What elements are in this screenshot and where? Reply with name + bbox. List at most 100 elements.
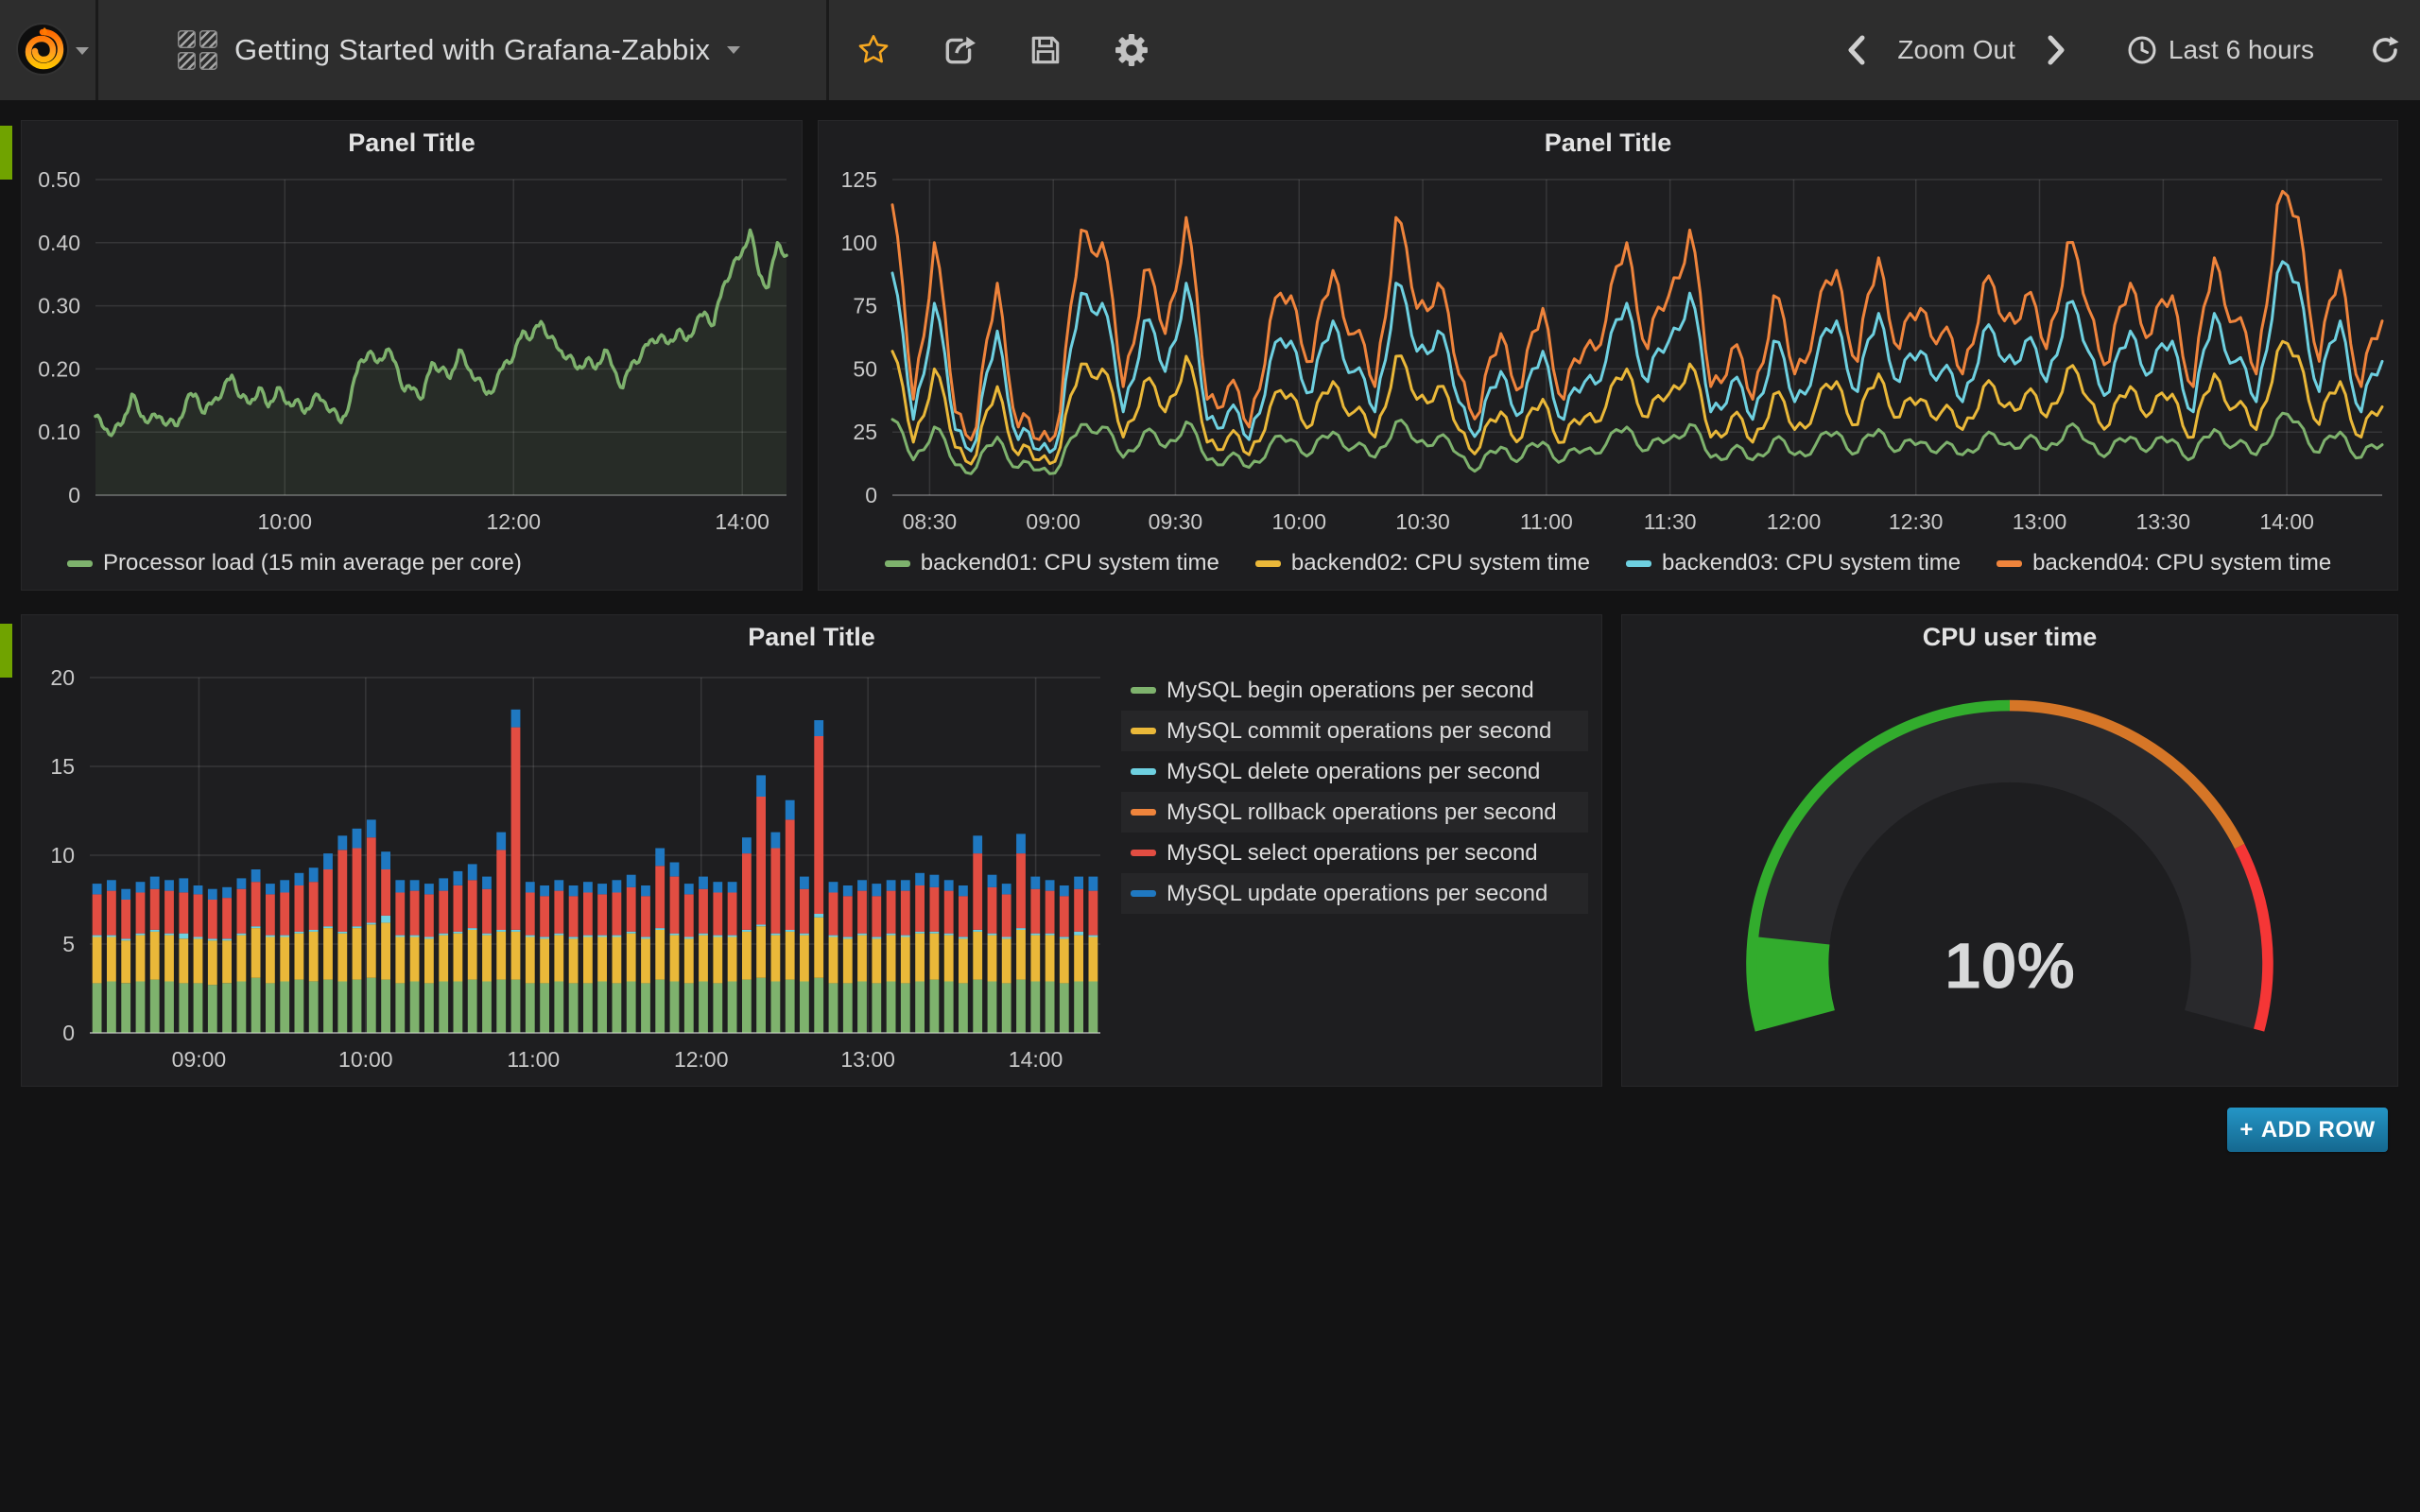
legend-item[interactable]: Processor load (15 min average per core) (67, 550, 522, 576)
svg-text:12:00: 12:00 (486, 509, 541, 534)
svg-text:11:30: 11:30 (1644, 509, 1697, 534)
svg-text:100: 100 (841, 231, 877, 255)
svg-text:20: 20 (50, 665, 75, 690)
svg-text:0.10: 0.10 (38, 420, 80, 444)
legend-item[interactable]: backend03: CPU system time (1626, 550, 1961, 576)
grafana-logo-icon (16, 23, 69, 76)
legend-item[interactable]: backend02: CPU system time (1254, 550, 1590, 576)
chevron-left-icon (1848, 35, 1865, 65)
legend-label: backend02: CPU system time (1290, 550, 1590, 576)
dashboard-title[interactable]: Getting Started with Grafana-Zabbix (234, 33, 711, 66)
settings-button[interactable] (1114, 32, 1150, 68)
dashboard-grid-icon (178, 30, 217, 70)
add-row-label: ADD ROW (2260, 1116, 2376, 1143)
row-handle[interactable] (0, 624, 12, 678)
legend-swatch-icon (1626, 559, 1651, 567)
legend-item[interactable]: MySQL update operations per second (1121, 873, 1588, 914)
legend-label: MySQL select operations per second (1167, 839, 1538, 866)
svg-text:5: 5 (62, 932, 75, 956)
legend-label: backend01: CPU system time (920, 550, 1219, 576)
chart-legend: Processor load (15 min average per core) (22, 542, 802, 584)
svg-text:0: 0 (62, 1021, 75, 1045)
chart-legend: MySQL begin operations per second MySQL c… (1121, 670, 1588, 914)
time-range-picker[interactable]: Last 6 hours (2127, 32, 2314, 68)
legend-item[interactable]: MySQL select operations per second (1121, 833, 1588, 873)
time-series-chart[interactable]: 0 25 50 75 100 125 08:30 09:00 09:30 10:00 10:30 11… (819, 164, 2397, 537)
legend-swatch-icon (1131, 768, 1156, 775)
top-navbar: Getting Started with Grafana-Zabbix (0, 0, 2420, 100)
panel-cpu-user-time-gauge: CPU user time 10% (1621, 614, 2398, 1087)
legend-label: backend04: CPU system time (2032, 550, 2332, 576)
svg-text:75: 75 (853, 294, 877, 318)
svg-text:10: 10 (50, 843, 75, 868)
svg-text:14:00: 14:00 (715, 509, 769, 534)
panel-title[interactable]: Panel Title (1544, 129, 1672, 157)
time-series-chart[interactable]: 0 0.10 0.20 0.30 0.40 0.50 10:00 12:00 14:00 (22, 164, 802, 537)
dashboard-picker[interactable]: Getting Started with Grafana-Zabbix (178, 0, 741, 100)
svg-text:125: 125 (841, 167, 877, 192)
share-button[interactable] (942, 32, 977, 68)
stacked-bar-chart[interactable]: 0 5 10 15 20 09:00 10:00 11:00 12:00 13:00 14:00 (22, 659, 1115, 1086)
zoom-out-button[interactable]: Zoom Out (1897, 35, 2015, 64)
save-button[interactable] (1028, 32, 1063, 68)
legend-label: MySQL rollback operations per second (1167, 799, 1557, 825)
svg-text:09:00: 09:00 (172, 1047, 227, 1072)
legend-label: backend03: CPU system time (1662, 550, 1962, 576)
time-controls: Zoom Out Last 6 hours (1839, 0, 2403, 100)
svg-text:12:30: 12:30 (1889, 509, 1944, 534)
svg-text:10:00: 10:00 (1271, 509, 1326, 534)
share-icon (945, 36, 976, 64)
grafana-menu-button[interactable] (0, 0, 98, 100)
legend-item[interactable]: MySQL commit operations per second (1121, 711, 1588, 751)
brand-caret-icon (76, 47, 89, 55)
svg-text:08:30: 08:30 (903, 509, 958, 534)
legend-swatch-icon (1131, 809, 1156, 816)
add-row-button[interactable]: + ADD ROW (2227, 1108, 2388, 1152)
panel-title[interactable]: Panel Title (348, 129, 475, 157)
svg-text:13:30: 13:30 (2136, 509, 2191, 534)
svg-text:12:00: 12:00 (1767, 509, 1822, 534)
time-range-label: Last 6 hours (2168, 35, 2314, 64)
svg-text:14:00: 14:00 (2259, 509, 2314, 534)
legend-swatch-icon (1254, 559, 1281, 567)
refresh-button[interactable] (2367, 32, 2403, 68)
legend-item[interactable]: MySQL rollback operations per second (1121, 792, 1588, 833)
panel-processor-load: Panel Title 0 0.10 0.20 0.30 0.40 0.50 10:00 12… (21, 120, 803, 591)
save-icon (1031, 36, 1060, 64)
panel-title[interactable]: Panel Title (748, 623, 875, 651)
svg-text:0.50: 0.50 (38, 167, 80, 192)
svg-text:09:00: 09:00 (1026, 509, 1080, 534)
svg-text:10:00: 10:00 (258, 509, 313, 534)
svg-text:12:00: 12:00 (674, 1047, 729, 1072)
time-shift-forward-button[interactable] (2038, 32, 2074, 68)
legend-label: MySQL update operations per second (1167, 880, 1548, 906)
plus-icon: + (2239, 1116, 2254, 1143)
svg-text:25: 25 (853, 420, 877, 444)
svg-text:0.40: 0.40 (38, 231, 80, 255)
time-shift-back-button[interactable] (1839, 32, 1875, 68)
legend-item[interactable]: backend04: CPU system time (1996, 550, 2331, 576)
panel-title[interactable]: CPU user time (1922, 623, 2098, 651)
svg-text:50: 50 (853, 356, 877, 381)
row-handle[interactable] (0, 126, 12, 180)
legend-swatch-icon (1131, 890, 1156, 897)
refresh-icon (2373, 36, 2399, 62)
legend-item[interactable]: MySQL begin operations per second (1121, 670, 1588, 711)
svg-text:10:30: 10:30 (1395, 509, 1450, 534)
star-icon (858, 35, 889, 63)
svg-text:10%: 10% (1945, 930, 2075, 1003)
dashboard-caret-icon (727, 46, 741, 54)
legend-swatch-icon (1996, 559, 2023, 567)
clock-icon (2128, 36, 2156, 64)
legend-item[interactable]: backend01: CPU system time (884, 550, 1219, 576)
legend-label: MySQL begin operations per second (1167, 677, 1534, 703)
legend-item[interactable]: MySQL delete operations per second (1121, 751, 1588, 792)
settings-gear-icon (1115, 34, 1148, 66)
gauge-chart[interactable]: 10% (1622, 657, 2397, 1084)
panel-mysql-operations: Panel Title 0 5 10 15 20 09:00 10:00 11:00 12:00… (21, 614, 1602, 1087)
svg-text:14:00: 14:00 (1009, 1047, 1063, 1072)
panel-cpu-system-time: Panel Title 0 25 50 75 100 125 08:30 09:00 09:30… (818, 120, 2398, 591)
star-button[interactable] (856, 32, 891, 68)
legend-swatch-icon (1131, 850, 1156, 856)
